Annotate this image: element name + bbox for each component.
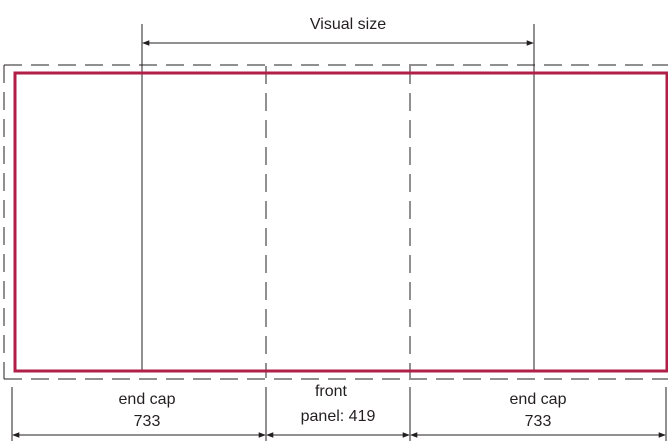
- front-panel-value: panel: 419: [301, 408, 376, 425]
- fold-lines: [265, 66, 411, 378]
- front-panel-label: front: [315, 383, 348, 400]
- right-end-cap-value: 733: [525, 413, 552, 430]
- visual-size-guides: [141, 74, 535, 370]
- panel-dimension-ticks: [11, 387, 667, 441]
- right-end-cap-label: end cap: [510, 391, 567, 408]
- trim-border: [13, 71, 668, 373]
- bleed-outline: [3, 64, 668, 380]
- visual-size-dimension: [141, 24, 535, 74]
- left-end-cap-value: 733: [134, 413, 161, 430]
- visual-size-label: Visual size: [310, 16, 386, 33]
- left-end-cap-label: end cap: [119, 391, 176, 408]
